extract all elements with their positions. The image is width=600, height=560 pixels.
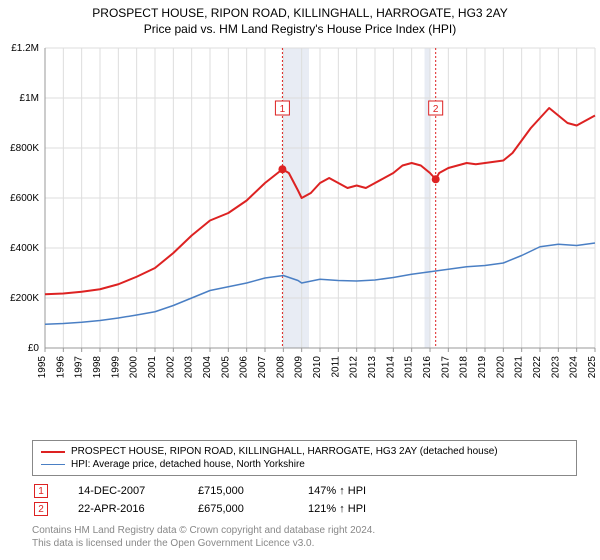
chart-plot-area: £0£200K£400K£600K£800K£1M£1.2M1995199619… <box>45 48 595 388</box>
svg-text:£800K: £800K <box>10 143 39 154</box>
svg-text:2013: 2013 <box>367 356 378 379</box>
sale-row-1: 1 14-DEC-2007 £715,000 147% ↑ HPI <box>32 482 577 500</box>
legend-swatch-2 <box>41 464 65 465</box>
svg-text:£1M: £1M <box>20 93 39 104</box>
svg-text:2: 2 <box>433 104 439 115</box>
svg-text:£600K: £600K <box>10 193 39 204</box>
sale-pct-2: 121% ↑ HPI <box>308 503 398 515</box>
sale-row-2: 2 22-APR-2016 £675,000 121% ↑ HPI <box>32 500 577 518</box>
svg-text:2008: 2008 <box>275 356 286 379</box>
svg-text:1999: 1999 <box>110 356 121 379</box>
svg-text:2003: 2003 <box>184 356 195 379</box>
sale-price-2: £675,000 <box>198 503 278 515</box>
svg-text:2012: 2012 <box>349 356 360 379</box>
sales-table: 1 14-DEC-2007 £715,000 147% ↑ HPI 2 22-A… <box>32 482 577 518</box>
title-line-2: Price paid vs. HM Land Registry's House … <box>0 22 600 36</box>
svg-text:2019: 2019 <box>477 356 488 379</box>
svg-text:1: 1 <box>280 104 286 115</box>
svg-text:2016: 2016 <box>422 356 433 379</box>
svg-text:1997: 1997 <box>74 356 85 379</box>
legend-box: PROSPECT HOUSE, RIPON ROAD, KILLINGHALL,… <box>32 440 577 476</box>
footer-line-2: This data is licensed under the Open Gov… <box>32 537 375 550</box>
footer-text: Contains HM Land Registry data © Crown c… <box>32 524 375 550</box>
legend-label-2: HPI: Average price, detached house, Nort… <box>71 459 305 470</box>
svg-text:1995: 1995 <box>37 356 48 379</box>
svg-text:2005: 2005 <box>220 356 231 379</box>
legend-row-2: HPI: Average price, detached house, Nort… <box>41 458 568 471</box>
legend-swatch-1 <box>41 451 65 453</box>
svg-text:2009: 2009 <box>294 356 305 379</box>
svg-text:1996: 1996 <box>55 356 66 379</box>
sale-price-1: £715,000 <box>198 485 278 497</box>
svg-text:£200K: £200K <box>10 293 39 304</box>
svg-text:2010: 2010 <box>312 356 323 379</box>
svg-text:2004: 2004 <box>202 356 213 379</box>
chart-container: PROSPECT HOUSE, RIPON ROAD, KILLINGHALL,… <box>0 0 600 560</box>
sale-pct-1: 147% ↑ HPI <box>308 485 398 497</box>
footer-line-1: Contains HM Land Registry data © Crown c… <box>32 524 375 537</box>
legend-row-1: PROSPECT HOUSE, RIPON ROAD, KILLINGHALL,… <box>41 445 568 458</box>
svg-text:1998: 1998 <box>92 356 103 379</box>
svg-text:2000: 2000 <box>129 356 140 379</box>
svg-text:2001: 2001 <box>147 356 158 379</box>
svg-text:£1.2M: £1.2M <box>11 43 39 54</box>
svg-text:2018: 2018 <box>459 356 470 379</box>
svg-text:2024: 2024 <box>569 356 580 379</box>
chart-svg: £0£200K£400K£600K£800K£1M£1.2M1995199619… <box>45 48 595 388</box>
svg-text:2002: 2002 <box>165 356 176 379</box>
svg-text:2014: 2014 <box>385 356 396 379</box>
svg-text:2022: 2022 <box>532 356 543 379</box>
sale-date-2: 22-APR-2016 <box>78 503 168 515</box>
svg-text:2021: 2021 <box>514 356 525 379</box>
svg-text:2011: 2011 <box>330 356 341 378</box>
svg-text:2015: 2015 <box>404 356 415 379</box>
svg-text:2006: 2006 <box>239 356 250 379</box>
legend-label-1: PROSPECT HOUSE, RIPON ROAD, KILLINGHALL,… <box>71 446 498 457</box>
svg-text:2020: 2020 <box>495 356 506 379</box>
svg-text:2023: 2023 <box>550 356 561 379</box>
svg-text:2025: 2025 <box>587 356 598 379</box>
sale-marker-2: 2 <box>34 502 48 516</box>
title-line-1: PROSPECT HOUSE, RIPON ROAD, KILLINGHALL,… <box>0 6 600 20</box>
svg-text:2007: 2007 <box>257 356 268 379</box>
sale-date-1: 14-DEC-2007 <box>78 485 168 497</box>
svg-text:£400K: £400K <box>10 243 39 254</box>
sale-marker-1: 1 <box>34 484 48 498</box>
svg-text:£0: £0 <box>28 343 40 354</box>
title-block: PROSPECT HOUSE, RIPON ROAD, KILLINGHALL,… <box>0 0 600 36</box>
svg-text:2017: 2017 <box>440 356 451 379</box>
